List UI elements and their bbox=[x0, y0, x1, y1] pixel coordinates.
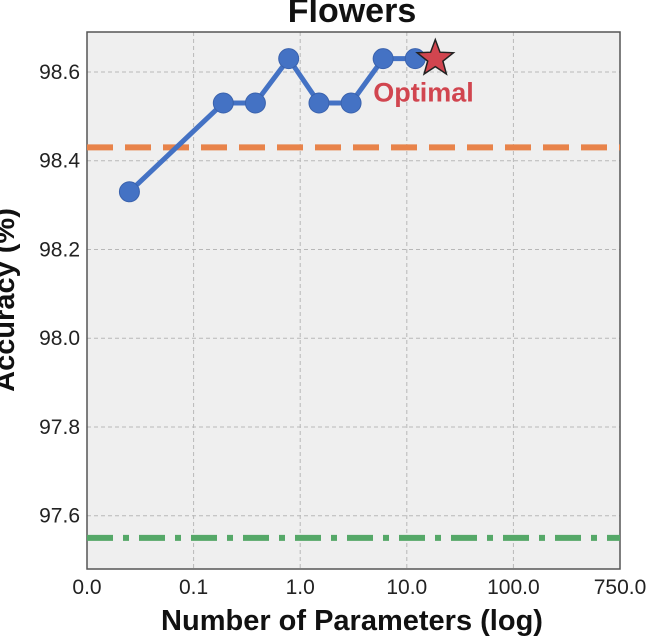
x-tick-labels: 0.0 0.1 1.0 10.0 100.0 750.0 bbox=[72, 576, 646, 599]
y-tick-labels: 97.6 97.8 98.0 98.2 98.4 98.6 bbox=[39, 61, 80, 528]
y-tick-label: 98.4 bbox=[39, 150, 80, 173]
data-point bbox=[404, 48, 426, 70]
chart-title: Flowers bbox=[288, 0, 416, 30]
optimal-annotation: Optimal bbox=[373, 37, 474, 108]
data-point bbox=[340, 92, 362, 114]
y-axis-label: Accuracy (%) bbox=[0, 208, 21, 392]
y-tick-label: 98.2 bbox=[39, 238, 80, 261]
y-tick-label: 98.0 bbox=[39, 327, 80, 350]
x-tick-label: 100.0 bbox=[487, 576, 540, 599]
data-point bbox=[278, 48, 300, 70]
y-tick-label: 97.8 bbox=[39, 416, 80, 439]
x-axis-label: Number of Parameters (log) bbox=[161, 605, 543, 636]
data-point bbox=[118, 181, 140, 203]
grid-lines bbox=[86, 31, 621, 570]
x-tick-label: 0.1 bbox=[179, 576, 208, 599]
x-tick-label: 750.0 bbox=[594, 576, 647, 599]
optimal-star-marker bbox=[415, 37, 456, 76]
y-tick-label: 97.6 bbox=[39, 505, 80, 528]
optimal-label: Optimal bbox=[373, 78, 474, 108]
x-tick-label: 0.0 bbox=[72, 576, 101, 599]
plot-frame bbox=[86, 31, 621, 570]
x-tick-label: 1.0 bbox=[286, 576, 315, 599]
plot-background bbox=[87, 32, 620, 569]
data-point bbox=[244, 92, 266, 114]
data-point bbox=[372, 48, 394, 70]
data-point bbox=[212, 92, 234, 114]
y-tick-label: 98.6 bbox=[39, 61, 80, 84]
data-point bbox=[308, 92, 330, 114]
x-tick-label: 10.0 bbox=[386, 576, 427, 599]
series-line bbox=[118, 48, 426, 203]
